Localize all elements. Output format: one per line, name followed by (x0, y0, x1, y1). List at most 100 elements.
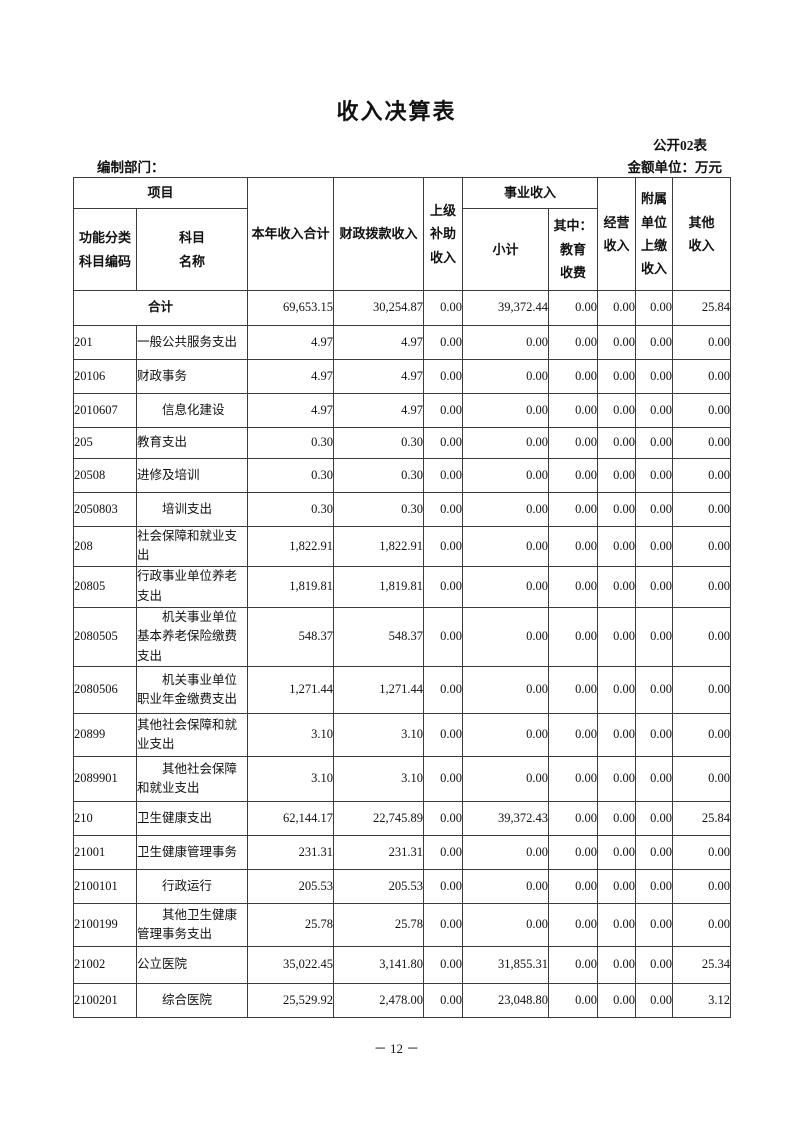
row-value-cell: 0.00 (548, 755, 599, 802)
row-subject-name: 财政事务 (135, 359, 249, 394)
row-value-cell: 25.84 (672, 800, 732, 836)
row-value-cell: 0.00 (635, 800, 674, 836)
row-value-cell: 0.00 (672, 665, 732, 714)
row-value-cell: 0.00 (462, 834, 550, 870)
row-subject-name: 一般公共服务支出 (135, 325, 249, 360)
row-value-cell: 0.00 (635, 290, 674, 326)
row-value-cell: 0.00 (635, 606, 674, 667)
row-value-cell: 205.53 (247, 868, 335, 904)
row-value-cell: 1,271.44 (247, 665, 335, 714)
row-value-cell: 0.00 (462, 492, 550, 527)
row-value-cell: 0.00 (635, 427, 674, 459)
row-value-cell: 25.78 (247, 902, 335, 947)
row-subject-name: 机关事业单位职业年金缴费支出 (135, 665, 249, 714)
row-value-cell: 4.97 (247, 359, 335, 394)
header-subtotal: 小计 (462, 208, 550, 291)
row-value-cell: 3.10 (333, 755, 425, 802)
row-value-cell: 0.00 (635, 712, 674, 757)
row-value-cell: 0.30 (247, 427, 335, 459)
table-row: 210 卫生健康支出 62,144.17 22,745.89 0.00 39,372.43… (73, 800, 732, 836)
header-fiscal-appropriation-income: 财政拨款收入 (333, 177, 425, 291)
row-value-cell: 39,372.44 (462, 290, 550, 326)
table-row: 2089901 其他社会保障和就业支出 3.10 3.10 0.00 0.00 0.00 0.… (73, 755, 732, 802)
row-value-cell: 0.00 (462, 902, 550, 947)
row-value-cell: 0.30 (333, 427, 425, 459)
row-value-cell: 0.00 (597, 393, 637, 428)
row-subject-name: 公立医院 (135, 945, 249, 984)
row-subject-name: 其他社会保障和就业支出 (135, 712, 249, 757)
row-value-cell: 0.00 (548, 427, 599, 459)
row-value-cell: 0.00 (548, 526, 599, 567)
header-annual-income-total: 本年收入合计 (247, 177, 335, 291)
row-value-cell: 3.10 (247, 712, 335, 757)
row-value-cell: 0.00 (462, 427, 550, 459)
row-subject-name: 行政运行 (135, 868, 249, 904)
row-value-cell: 0.00 (597, 458, 637, 493)
row-value-cell: 0.30 (247, 458, 335, 493)
row-value-cell: 0.00 (548, 902, 599, 947)
row-value-cell: 0.00 (423, 834, 464, 870)
header-subject-name: 科目 名称 (135, 208, 249, 291)
row-value-cell: 0.00 (423, 902, 464, 947)
row-value-cell: 0.00 (597, 868, 637, 904)
row-value-cell: 0.00 (423, 800, 464, 836)
meta-row: 编制部门： 金额单位：万元 (73, 156, 730, 176)
row-value-cell: 0.00 (423, 606, 464, 667)
row-value-cell: 548.37 (247, 606, 335, 667)
row-value-cell: 0.00 (548, 290, 599, 326)
header-business-income-group: 事业收入 (462, 177, 599, 209)
row-value-cell: 0.00 (597, 606, 637, 667)
row-value-cell: 4.97 (247, 325, 335, 360)
row-function-code: 20508 (73, 458, 137, 493)
row-value-cell: 0.00 (548, 712, 599, 757)
row-value-cell: 0.00 (462, 565, 550, 608)
row-value-cell: 0.00 (635, 868, 674, 904)
row-value-cell: 0.00 (548, 393, 599, 428)
row-value-cell: 3,141.80 (333, 945, 425, 984)
row-value-cell: 0.00 (672, 458, 732, 493)
table-row: 合计 69,653.15 30,254.87 0.00 39,372.44 0.00 0.0… (72, 290, 732, 326)
page-number: － 12 － (373, 1041, 420, 1056)
table-row: 21001 卫生健康管理事务 231.31 231.31 0.00 0.00 0.00 0.0… (73, 834, 732, 870)
row-value-cell: 3.10 (333, 712, 425, 757)
row-value-cell: 0.00 (672, 526, 732, 567)
row-subject-name: 信息化建设 (135, 393, 249, 428)
row-subject-name: 行政事业单位养老支出 (135, 565, 249, 608)
revenue-final-accounts-table: 项目 本年收入合计 财政拨款收入 上级 补助 收入 事业收入 经营 收入 附属 … (72, 177, 732, 1018)
row-value-cell: 0.00 (672, 712, 732, 757)
row-value-cell: 0.00 (548, 665, 599, 714)
row-function-code: 210 (73, 800, 137, 836)
row-function-code: 20106 (73, 359, 137, 394)
row-value-cell: 0.00 (597, 800, 637, 836)
row-value-cell: 0.30 (333, 458, 425, 493)
row-value-cell: 0.00 (423, 526, 464, 567)
table-row: 201 一般公共服务支出 4.97 4.97 0.00 0.00 0.00 0.00 0.00 0… (73, 325, 732, 360)
table-body: 合计 69,653.15 30,254.87 0.00 39,372.44 0.00 0.0… (72, 290, 732, 1018)
row-value-cell: 1,822.91 (247, 526, 335, 567)
row-value-cell: 0.00 (635, 526, 674, 567)
row-value-cell: 0.00 (548, 606, 599, 667)
row-value-cell: 25.78 (333, 902, 425, 947)
table-row: 2080505 机关事业单位基本养老保险缴费支出 548.37 548.37 0.00 0… (73, 606, 732, 667)
row-value-cell: 231.31 (333, 834, 425, 870)
row-value-cell: 0.00 (672, 565, 732, 608)
row-function-code: 20805 (73, 565, 137, 608)
row-function-code: 21002 (73, 945, 137, 984)
table-row: 2100101 行政运行 205.53 205.53 0.00 0.00 0.00 0.00 0… (73, 868, 732, 904)
row-value-cell: 0.00 (423, 945, 464, 984)
row-value-cell: 0.00 (597, 982, 637, 1018)
table-row: 2100199 其他卫生健康管理事务支出 25.78 25.78 0.00 0.00 0.0… (73, 902, 732, 947)
row-value-cell: 0.00 (672, 393, 732, 428)
row-value-cell: 1,819.81 (247, 565, 335, 608)
row-value-cell: 0.00 (635, 945, 674, 984)
row-value-cell: 0.00 (423, 565, 464, 608)
header-function-code: 功能分类 科目编码 (73, 208, 137, 291)
row-value-cell: 0.00 (597, 945, 637, 984)
row-value-cell: 0.00 (423, 359, 464, 394)
row-value-cell: 0.00 (672, 902, 732, 947)
row-function-code: 208 (73, 526, 137, 567)
row-subject-name: 综合医院 (135, 982, 249, 1018)
row-subject-name: 其他社会保障和就业支出 (135, 755, 249, 802)
row-value-cell: 0.00 (635, 665, 674, 714)
